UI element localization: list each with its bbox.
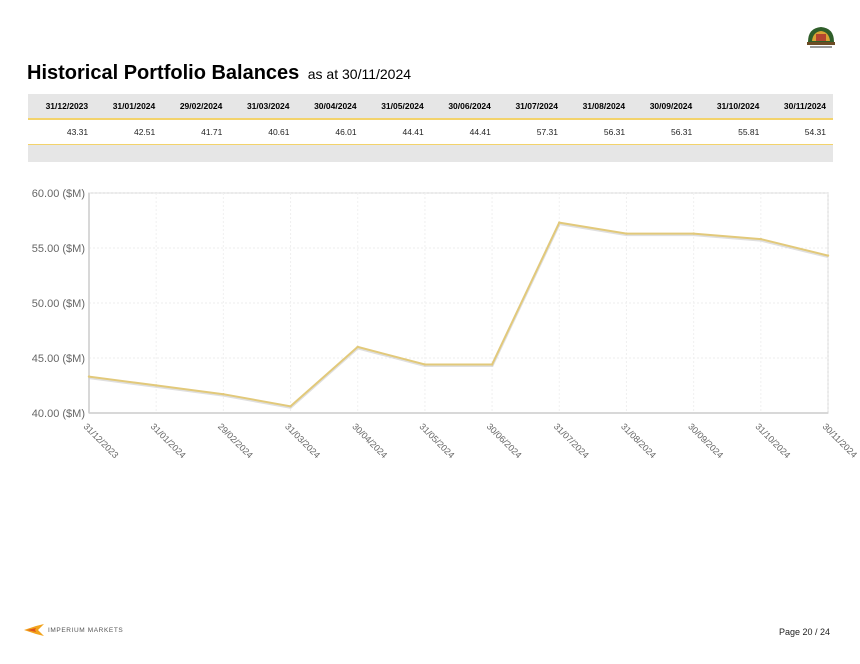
data-point — [154, 384, 158, 387]
x-tick-label: 31/12/2023 — [82, 421, 121, 460]
footer-brand-name: IMPERIUM MARKETS — [48, 626, 124, 634]
table-header: 31/03/2024 — [229, 94, 297, 120]
data-point — [490, 363, 494, 366]
balance-line-chart: 40.00 ($M) 45.00 ($M) 50.00 ($M) 55.00 ($M)… — [32, 188, 859, 460]
table-cell: 55.81 — [699, 119, 767, 145]
page-title: Historical Portfolio Balances as at 30/1… — [27, 62, 411, 85]
y-tick-label: 45.00 ($M) — [32, 353, 85, 365]
y-tick-label: 55.00 ($M) — [32, 243, 85, 255]
data-point — [625, 232, 628, 235]
data-point — [826, 254, 830, 257]
table-row: 43.31 42.51 41.71 40.61 46.01 44.41 44.4… — [28, 119, 833, 145]
x-tick-label: 30/09/2024 — [686, 421, 725, 460]
y-tick-label: 60.00 ($M) — [32, 188, 85, 200]
y-tick-label: 40.00 ($M) — [32, 408, 85, 420]
table-header: 31/12/2023 — [28, 94, 96, 120]
y-tick-label: 50.00 ($M) — [32, 298, 85, 310]
x-tick-label: 31/01/2024 — [149, 421, 188, 460]
data-point — [289, 405, 292, 408]
x-tick-label: 29/02/2024 — [216, 421, 255, 460]
table-cell: 43.31 — [28, 119, 96, 145]
imperium-flame-icon — [24, 624, 44, 636]
table-header: 31/07/2024 — [497, 94, 565, 120]
table-cell: 44.41 — [430, 119, 498, 145]
table-cell: 56.31 — [632, 119, 700, 145]
table-cell: 57.31 — [497, 119, 565, 145]
table-cell: 41.71 — [162, 119, 230, 145]
x-tick-label: 31/05/2024 — [417, 421, 456, 460]
table-header: 31/10/2024 — [699, 94, 767, 120]
x-tick-label: 31/10/2024 — [753, 421, 792, 460]
x-tick-label: 30/04/2024 — [350, 421, 389, 460]
data-point — [692, 232, 695, 235]
table-footer-band — [28, 144, 833, 162]
table-cell: 46.01 — [296, 119, 364, 145]
data-point — [356, 345, 359, 349]
table-header: 30/11/2024 — [766, 94, 833, 120]
table-header: 30/04/2024 — [296, 94, 364, 120]
footer-brand: IMPERIUM MARKETS — [24, 624, 123, 636]
table-cell: 56.31 — [565, 119, 633, 145]
report-title: Historical Portfolio Balances — [27, 62, 300, 84]
table-header: 31/08/2024 — [565, 94, 633, 120]
data-point — [222, 392, 225, 396]
data-point — [423, 363, 427, 366]
table-header: 29/02/2024 — [162, 94, 230, 120]
x-tick-label: 30/11/2024 — [821, 421, 859, 459]
x-tick-label: 30/06/2024 — [485, 421, 524, 460]
council-crest-logo — [807, 27, 835, 48]
table-cell: 44.41 — [363, 119, 431, 145]
table-header: 31/01/2024 — [95, 94, 163, 120]
table-cell: 54.31 — [766, 119, 833, 145]
table-cell: 40.61 — [229, 119, 297, 145]
table-header-row: 31/12/2023 31/01/2024 29/02/2024 31/03/2… — [28, 94, 833, 120]
x-tick-label: 31/03/2024 — [283, 421, 322, 460]
data-point — [87, 375, 91, 378]
balances-table: 31/12/2023 31/01/2024 29/02/2024 31/03/2… — [28, 94, 833, 162]
table-header: 30/06/2024 — [430, 94, 498, 120]
data-point — [759, 237, 763, 241]
table-header: 30/09/2024 — [632, 94, 700, 120]
table-cell: 42.51 — [95, 119, 163, 145]
page-number: Page 20 / 24 — [778, 627, 830, 637]
report-subtitle: as at 30/11/2024 — [307, 66, 412, 82]
x-tick-label: 31/08/2024 — [619, 421, 658, 460]
x-tick-label: 31/07/2024 — [552, 421, 591, 460]
series-line-shadow — [88, 221, 829, 409]
table-header: 31/05/2024 — [363, 94, 431, 120]
series-line — [88, 221, 829, 408]
data-point — [558, 221, 561, 224]
